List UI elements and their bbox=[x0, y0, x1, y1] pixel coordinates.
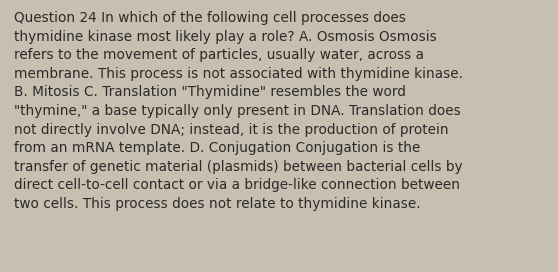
Text: Question 24 In which of the following cell processes does
thymidine kinase most : Question 24 In which of the following ce… bbox=[14, 11, 463, 211]
